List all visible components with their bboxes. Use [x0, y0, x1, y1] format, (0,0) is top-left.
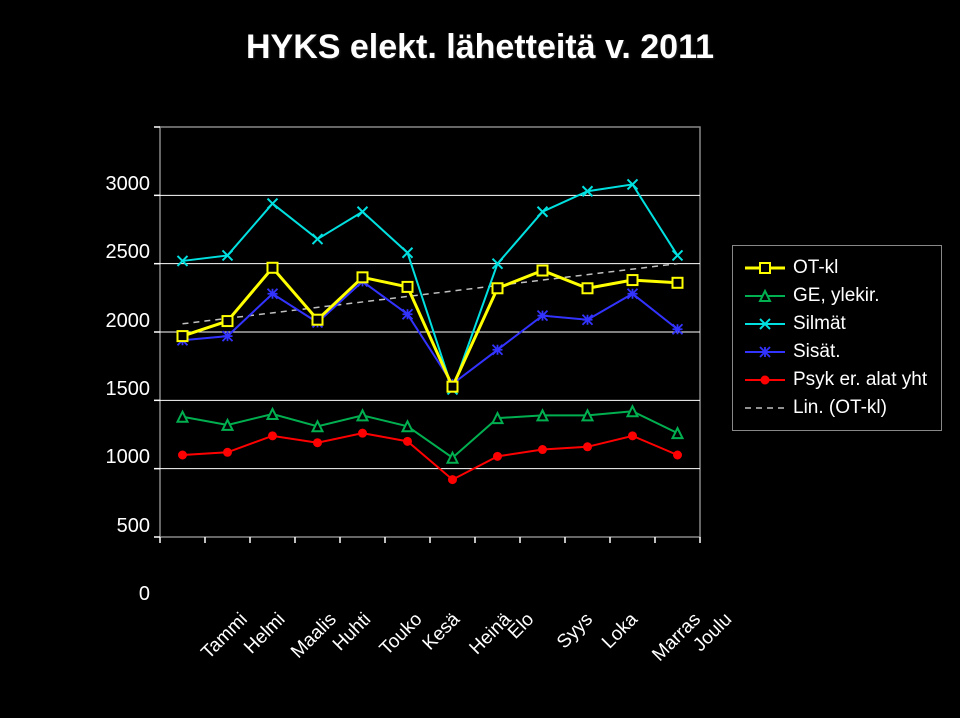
- legend-swatch: [743, 284, 787, 308]
- series-psyk: [179, 429, 682, 483]
- y-tick-label: 1500: [90, 378, 150, 401]
- legend-label: Lin. (OT-kl): [793, 397, 887, 419]
- legend-swatch: [743, 340, 787, 364]
- legend-item-sisat: Sisät.: [743, 338, 927, 366]
- y-tick-label: 500: [90, 515, 150, 538]
- legend-item-silmat: Silmät: [743, 310, 927, 338]
- legend: OT-kl GE, ylekir. Silmät Sisät. Psyk er. ala…: [732, 245, 942, 431]
- legend-item-ge: GE, ylekir.: [743, 282, 927, 310]
- y-tick-label: 0: [90, 583, 150, 606]
- series-sisat: [178, 276, 683, 388]
- y-tick-label: 3000: [90, 173, 150, 196]
- series-lin: [183, 264, 678, 324]
- legend-swatch: [743, 368, 787, 392]
- legend-item-ot_kl: OT-kl: [743, 254, 927, 282]
- legend-swatch: [743, 312, 787, 336]
- legend-label: OT-kl: [793, 257, 838, 279]
- series-ot_kl: [178, 263, 683, 392]
- chart-stage: 050010001500200025003000 TammiHelmiMaali…: [0, 67, 960, 687]
- legend-label: Silmät: [793, 313, 846, 335]
- y-tick-label: 2000: [90, 310, 150, 333]
- legend-label: Sisät.: [793, 341, 841, 363]
- series-ge: [178, 406, 683, 462]
- legend-swatch: [743, 256, 787, 280]
- legend-label: Psyk er. alat yht: [793, 369, 927, 391]
- legend-swatch: [743, 396, 787, 420]
- legend-item-lin: Lin. (OT-kl): [743, 394, 927, 422]
- chart-title: HYKS elekt. lähetteitä v. 2011: [0, 0, 960, 67]
- legend-label: GE, ylekir.: [793, 285, 880, 307]
- y-tick-label: 1000: [90, 446, 150, 469]
- series-silmat: [178, 179, 683, 394]
- y-tick-label: 2500: [90, 241, 150, 264]
- legend-item-psyk: Psyk er. alat yht: [743, 366, 927, 394]
